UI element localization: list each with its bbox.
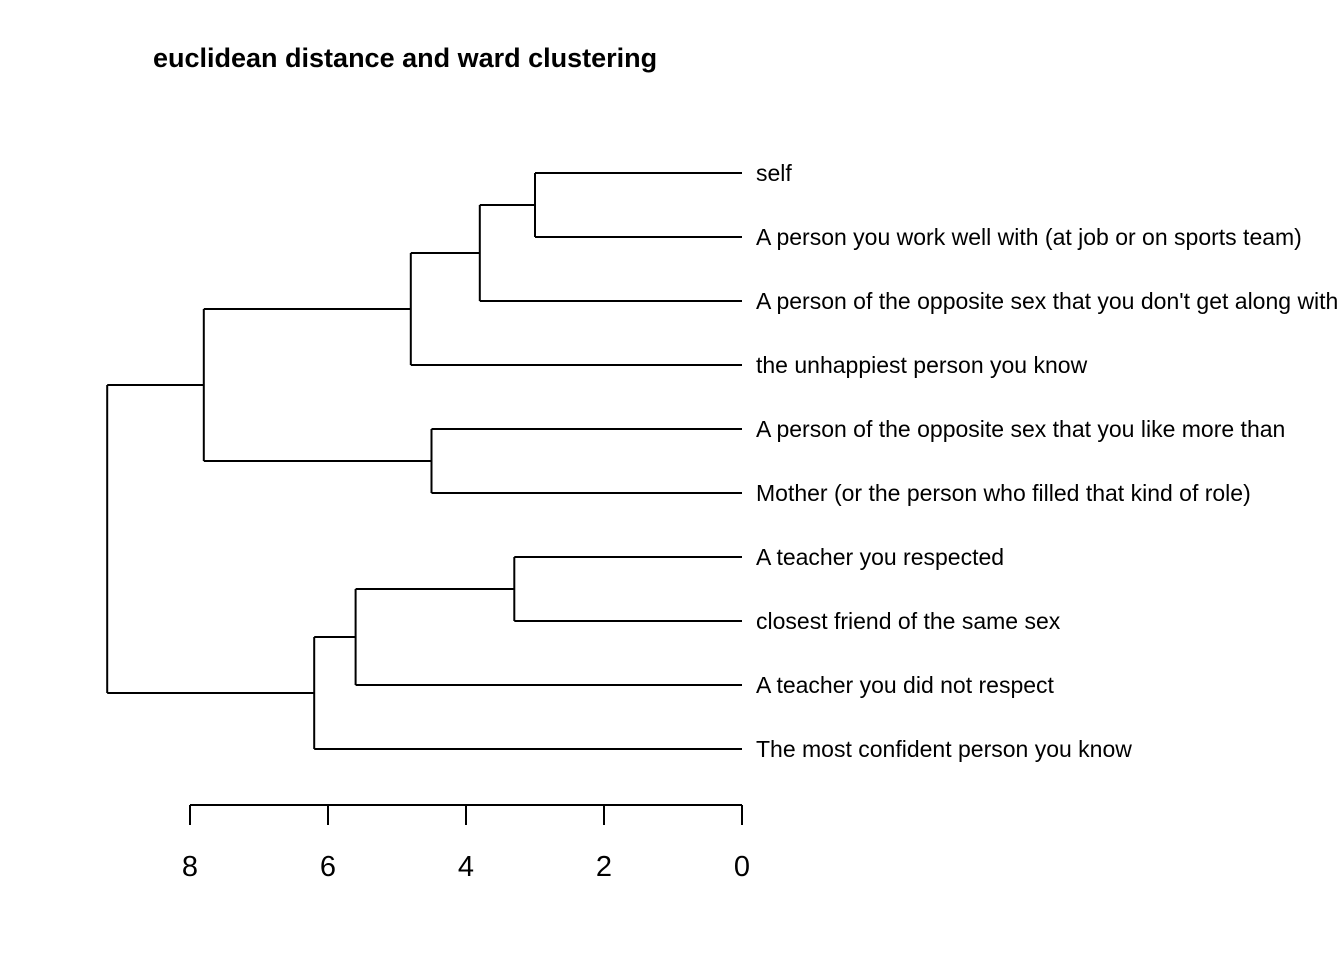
leaf-label: the unhappiest person you know — [756, 352, 1088, 378]
chart-title: euclidean distance and ward clustering — [153, 43, 657, 73]
leaf-label: Mother (or the person who filled that ki… — [756, 480, 1251, 506]
leaf-label: A person you work well with (at job or o… — [756, 224, 1302, 250]
axis-tick-label: 4 — [458, 851, 474, 883]
dendrogram-branches — [106, 172, 742, 750]
axis-tick-label: 0 — [734, 851, 750, 883]
distance-axis: 8 6 4 2 0 — [182, 804, 750, 883]
leaf-label: self — [756, 160, 792, 186]
dendrogram-leaves: self A person you work well with (at job … — [756, 160, 1338, 762]
axis-tick-label: 6 — [320, 851, 336, 883]
axis-tick-label: 8 — [182, 851, 198, 883]
leaf-label: A teacher you respected — [756, 544, 1004, 570]
leaf-label: A teacher you did not respect — [756, 672, 1055, 698]
leaf-label: The most confident person you know — [756, 736, 1132, 762]
leaf-label: A person of the opposite sex that you li… — [756, 416, 1285, 442]
axis-tick-label: 2 — [596, 851, 612, 883]
leaf-label: closest friend of the same sex — [756, 608, 1061, 634]
leaf-label: A person of the opposite sex that you do… — [756, 288, 1338, 314]
